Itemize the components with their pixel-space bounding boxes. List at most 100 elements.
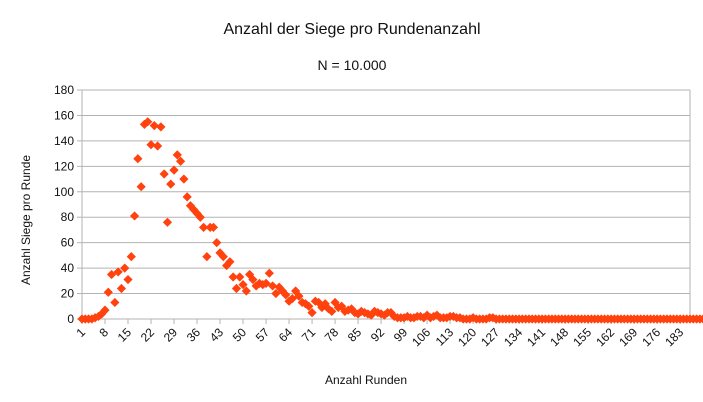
- y-tick-label: 80: [61, 210, 75, 224]
- y-tick-label: 160: [54, 108, 74, 122]
- data-point: [218, 252, 228, 262]
- data-points: [77, 117, 703, 324]
- data-point: [281, 290, 291, 300]
- data-point: [179, 174, 189, 184]
- data-point: [268, 281, 278, 291]
- x-tick-label: 64: [276, 325, 296, 345]
- x-tick-label: 15: [115, 325, 135, 345]
- y-tick-label: 180: [54, 83, 74, 97]
- data-point: [323, 304, 334, 314]
- data-point: [261, 278, 271, 288]
- data-point: [172, 150, 182, 160]
- data-point: [251, 281, 261, 291]
- x-tick-label: 29: [161, 325, 181, 345]
- data-point: [116, 283, 127, 294]
- data-point: [100, 305, 110, 315]
- data-point: [146, 140, 156, 150]
- data-point: [264, 268, 274, 278]
- y-tick-label: 120: [54, 159, 74, 173]
- data-point: [225, 257, 235, 267]
- data-point: [235, 272, 245, 282]
- x-tick-label: 57: [253, 325, 273, 345]
- x-tick-label: 85: [345, 325, 365, 345]
- data-point: [386, 308, 396, 318]
- x-tick-label: 50: [230, 325, 250, 345]
- data-point: [182, 192, 192, 202]
- data-point: [120, 263, 130, 273]
- x-tick-label: 141: [524, 325, 548, 349]
- data-point: [241, 286, 251, 296]
- chart-title: Anzahl der Siege pro Rundenanzahl: [223, 21, 480, 38]
- x-tick-label: 148: [547, 325, 571, 349]
- data-point: [238, 280, 248, 290]
- data-point: [432, 310, 442, 320]
- x-tick-label: 113: [433, 325, 457, 349]
- x-tick-label: 36: [184, 325, 204, 345]
- data-point: [133, 154, 143, 164]
- data-point: [327, 306, 337, 316]
- data-point: [175, 156, 186, 166]
- data-point: [166, 179, 176, 189]
- data-point: [212, 238, 222, 248]
- data-point: [103, 287, 113, 297]
- x-tick-label: 99: [391, 325, 411, 345]
- data-point: [162, 217, 173, 227]
- data-point: [330, 297, 340, 308]
- x-tick-label: 183: [662, 325, 686, 349]
- data-point: [129, 211, 140, 221]
- x-tick-label: 106: [409, 325, 433, 349]
- y-tick-label: 40: [61, 261, 75, 275]
- data-point: [156, 122, 166, 132]
- x-tick-label: 176: [639, 325, 663, 349]
- data-point: [136, 182, 146, 192]
- x-tick-label: 92: [368, 325, 388, 345]
- data-point: [304, 301, 314, 311]
- data-point: [314, 297, 324, 308]
- data-point: [274, 282, 284, 292]
- x-tick-label: 169: [616, 325, 640, 349]
- x-tick-label: 71: [299, 325, 319, 345]
- x-tick-label: 22: [138, 325, 158, 345]
- y-tick-label: 0: [67, 312, 74, 326]
- data-point: [422, 310, 432, 320]
- x-tick-label: 8: [96, 325, 111, 340]
- x-tick-label: 120: [455, 325, 479, 349]
- data-point: [307, 308, 317, 318]
- x-axis-label: Anzahl Runden: [325, 373, 407, 387]
- grid: [82, 89, 690, 320]
- y-tick-label: 100: [54, 185, 74, 199]
- data-point: [202, 252, 212, 262]
- data-point: [231, 283, 242, 294]
- x-tick-label: 78: [322, 325, 342, 345]
- data-point: [123, 274, 133, 285]
- data-point: [294, 291, 304, 301]
- data-point: [149, 121, 159, 131]
- data-point: [143, 117, 153, 127]
- data-point: [346, 304, 357, 314]
- x-tick-label: 1: [73, 325, 88, 340]
- y-axis-label: Anzahl Siege pro Runde: [19, 155, 33, 285]
- x-tick-label: 134: [501, 325, 525, 349]
- y-tick-label: 60: [61, 236, 75, 250]
- data-point: [248, 274, 258, 285]
- data-point: [228, 272, 238, 282]
- y-tick-label: 140: [54, 134, 74, 148]
- data-point: [169, 165, 179, 175]
- x-tick-label: 43: [207, 325, 227, 345]
- data-point: [159, 169, 169, 179]
- data-point: [152, 141, 163, 151]
- data-point: [93, 311, 104, 322]
- data-point: [126, 252, 136, 262]
- chart-subtitle: N = 10.000: [318, 57, 387, 73]
- data-point: [222, 260, 232, 271]
- x-tick-label: 127: [478, 325, 502, 349]
- data-point: [199, 222, 209, 232]
- axes: [77, 89, 691, 324]
- x-tick-label: 155: [570, 325, 594, 349]
- data-point: [110, 297, 120, 308]
- data-point: [208, 222, 219, 232]
- y-tick-label: 20: [61, 287, 75, 301]
- data-point: [353, 309, 363, 319]
